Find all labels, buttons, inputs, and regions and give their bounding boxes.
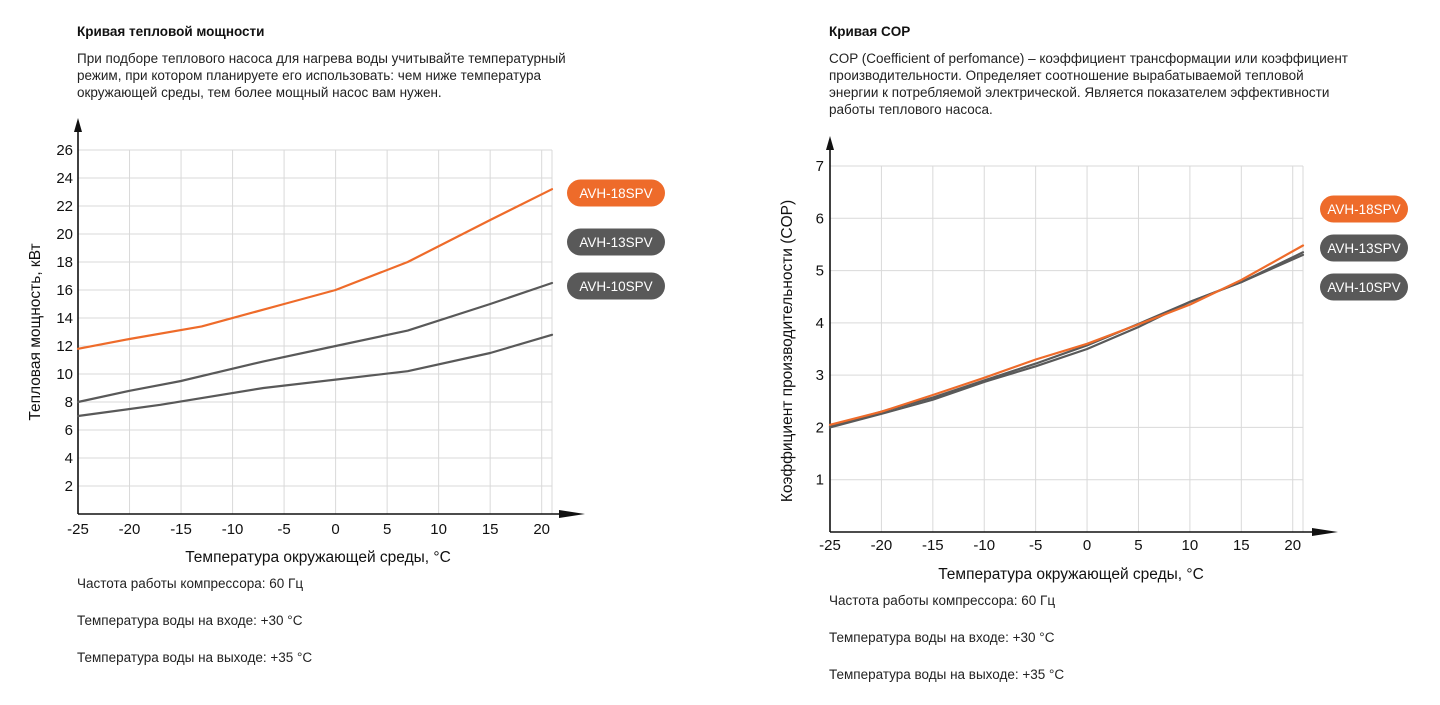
x-axis-arrow <box>1312 528 1338 536</box>
inlet-water-temp-note: Температура воды на входе: +30 °С <box>829 630 1055 645</box>
series-line-avh-10spv <box>76 333 554 418</box>
y-tick-label: 2 <box>65 478 73 495</box>
legend-item-avh-10spv: AVH-10SPV <box>567 272 665 300</box>
grid <box>830 165 1304 532</box>
legend-item-avh-13spv: AVH-13SPV <box>1320 234 1408 262</box>
y-tick-label: 16 <box>56 282 73 299</box>
legend-pill <box>1320 195 1408 223</box>
x-tick-label: 10 <box>1182 537 1199 554</box>
cop-chart: 1 2 3 4 5 6 7 -25 -20 -15 -10 -5 0 5 10 15 20 Температура… <box>779 136 1408 583</box>
x-tick-label: -20 <box>871 537 893 554</box>
x-tick-label: -5 <box>1029 537 1042 554</box>
legend-item-avh-10spv: AVH-10SPV <box>1320 273 1408 301</box>
heat-output-description: При подборе теплового насоса для нагрева… <box>77 51 566 100</box>
series-line-avh-10spv <box>828 253 1305 429</box>
series-line-avh-18spv <box>76 188 554 350</box>
x-axis-arrow <box>559 510 585 518</box>
y-axis-arrow <box>74 118 82 132</box>
legend-label: AVH-10SPV <box>579 279 652 294</box>
legend-label: AVH-10SPV <box>1327 280 1400 295</box>
series-line-avh-13spv <box>828 251 1305 428</box>
y-tick-label: 10 <box>56 366 73 383</box>
y-tick-label: 1 <box>816 472 824 489</box>
x-tick-label: 20 <box>533 521 550 538</box>
legend-item-avh-13spv: AVH-13SPV <box>567 228 665 256</box>
x-tick-label: 5 <box>383 521 391 538</box>
y-tick-label: 12 <box>56 338 73 355</box>
y-tick-label: 6 <box>65 422 73 439</box>
grid <box>78 149 553 514</box>
y-tick-label: 4 <box>816 315 824 332</box>
legend-label: AVH-18SPV <box>579 186 652 201</box>
outlet-water-temp-note: Температура воды на выходе: +35 °С <box>829 667 1065 682</box>
cop-panel: Кривая COP COP (Coefficient of perfomanc… <box>750 0 1440 705</box>
legend-item-avh-18spv: AVH-18SPV <box>1320 195 1408 223</box>
x-tick-label: -15 <box>170 521 192 538</box>
y-axis-arrow <box>826 136 834 150</box>
cop-description: COP (Coefficient of perfomance) – коэффи… <box>829 51 1348 117</box>
x-tick-label: 0 <box>331 521 339 538</box>
x-tick-label: 15 <box>1233 537 1250 554</box>
legend-label: AVH-13SPV <box>1327 241 1400 256</box>
y-tick-label: 22 <box>56 198 73 215</box>
series-line-avh-13spv <box>76 281 554 404</box>
legend-item-avh-18spv: AVH-18SPV <box>567 179 665 207</box>
x-tick-label: 5 <box>1134 537 1142 554</box>
x-axis-label: Температура окружающей среды, °С <box>938 566 1204 583</box>
cop-title: Кривая COP <box>829 24 911 39</box>
y-axis-label: Коэффициент производительности (COP) <box>779 200 796 502</box>
x-tick-label: 20 <box>1284 537 1301 554</box>
y-tick-label: 4 <box>65 450 73 467</box>
outlet-water-temp-note: Температура воды на выходе: +35 °С <box>77 650 313 665</box>
compressor-frequency-note: Частота работы компрессора: 60 Гц <box>77 576 304 591</box>
y-tick-label: 6 <box>816 210 824 227</box>
legend-pill <box>1320 273 1408 301</box>
y-tick-label: 8 <box>65 394 73 411</box>
x-tick-label: -20 <box>119 521 141 538</box>
x-tick-label: -25 <box>67 521 89 538</box>
y-tick-label: 20 <box>56 226 73 243</box>
x-tick-label: -10 <box>222 521 244 538</box>
y-axis-label: Тепловая мощность, кВт <box>27 243 44 420</box>
y-tick-label: 24 <box>56 170 73 187</box>
y-tick-label: 7 <box>816 158 824 175</box>
y-tick-label: 14 <box>56 310 73 327</box>
inlet-water-temp-note: Температура воды на входе: +30 °С <box>77 613 303 628</box>
compressor-frequency-note: Частота работы компрессора: 60 Гц <box>829 593 1056 608</box>
y-tick-label: 5 <box>816 263 824 280</box>
heat-output-panel: Кривая тепловой мощности При подборе теп… <box>27 24 665 665</box>
x-tick-label: -15 <box>922 537 944 554</box>
x-tick-label: 0 <box>1083 537 1091 554</box>
heat-output-title: Кривая тепловой мощности <box>77 24 265 39</box>
y-tick-label: 2 <box>816 419 824 436</box>
legend-pill <box>567 179 665 207</box>
x-tick-label: 15 <box>482 521 499 538</box>
y-tick-label: 3 <box>816 367 824 384</box>
legend-pill <box>1320 234 1408 262</box>
series-line-avh-18spv <box>828 244 1305 426</box>
x-tick-label: -5 <box>277 521 290 538</box>
x-tick-label: -10 <box>973 537 995 554</box>
legend-pill <box>567 228 665 256</box>
legend-label: AVH-13SPV <box>579 235 652 250</box>
x-tick-label: 10 <box>430 521 447 538</box>
x-axis-label: Температура окружающей среды, °С <box>185 549 451 566</box>
y-tick-label: 26 <box>56 142 73 159</box>
y-tick-label: 18 <box>56 254 73 271</box>
legend-pill <box>567 272 665 300</box>
x-tick-label: -25 <box>819 537 841 554</box>
legend-label: AVH-18SPV <box>1327 202 1400 217</box>
